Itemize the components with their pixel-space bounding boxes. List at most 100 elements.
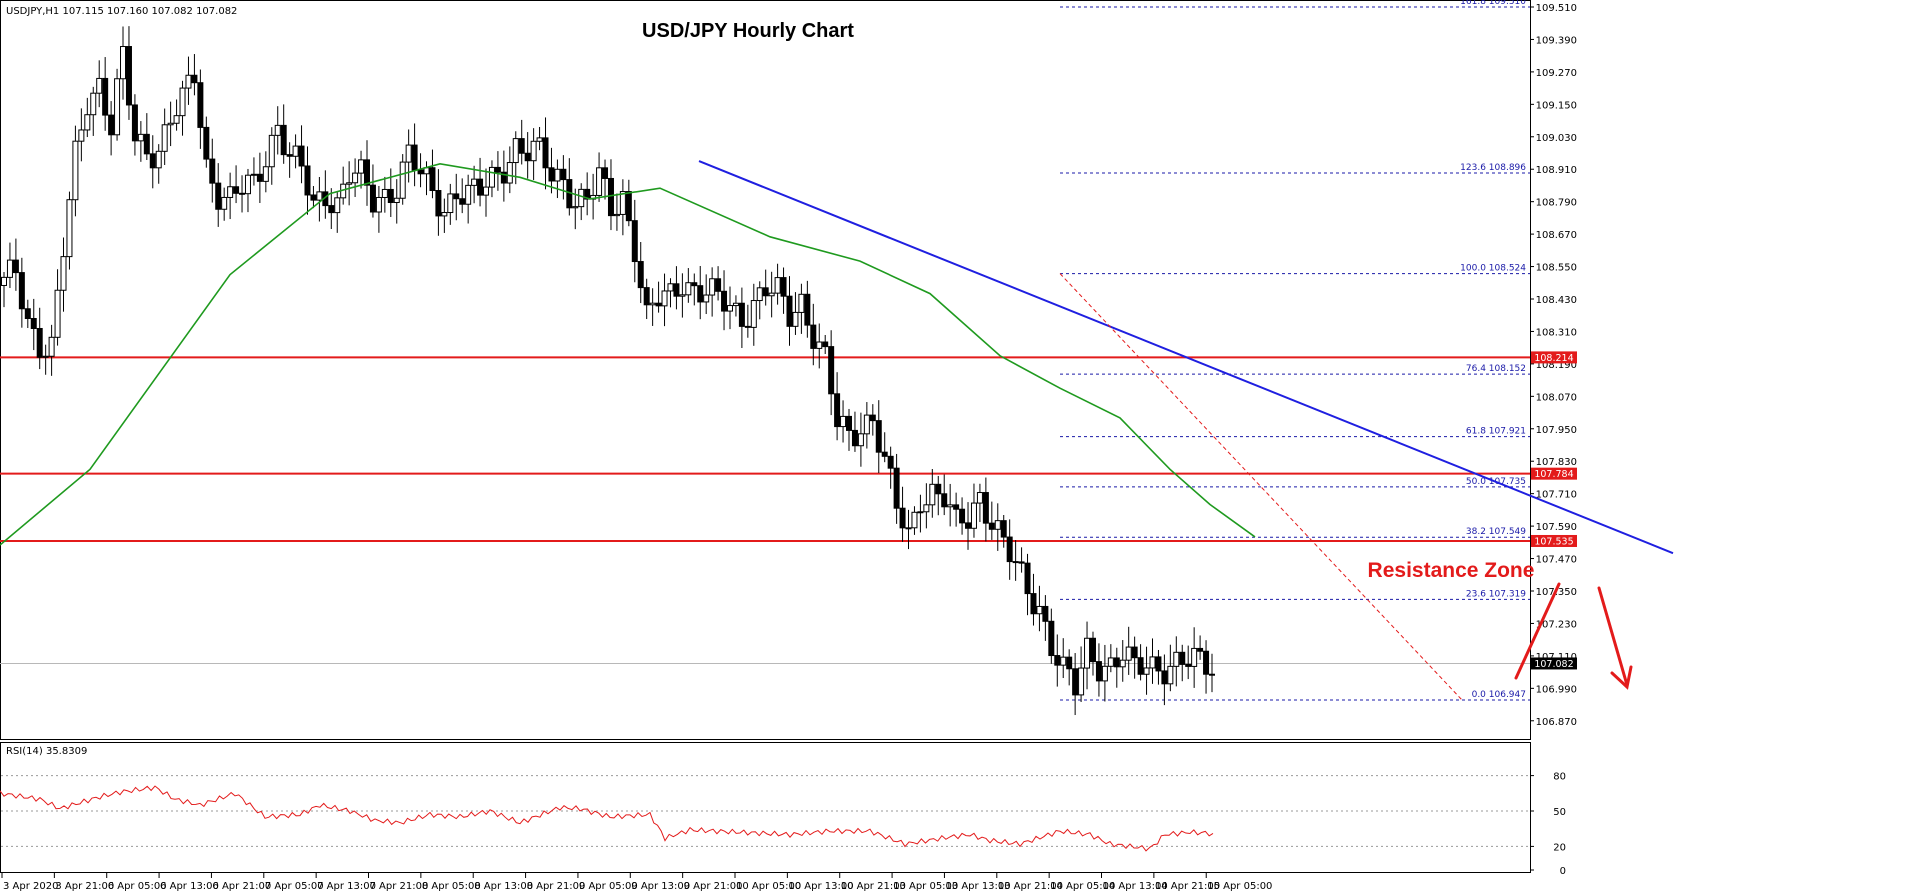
bear-candle	[1006, 536, 1013, 563]
bear-candle	[435, 190, 442, 217]
bull-candle	[268, 134, 275, 168]
bull-candle	[554, 168, 561, 182]
fib-level-label: 76.4 108.152	[1466, 364, 1526, 374]
bear-candle	[744, 325, 751, 328]
drop-arrow-line	[1597, 586, 1629, 687]
bear-candle	[411, 144, 418, 171]
bull-candle	[161, 124, 168, 152]
price-axis-label: 109.150	[1536, 100, 1577, 111]
bull-candle	[1119, 659, 1126, 668]
bear-candle	[24, 308, 31, 320]
price-axis-label: 108.550	[1536, 263, 1577, 274]
bull-candle	[572, 206, 579, 209]
bear-candle	[988, 522, 995, 530]
bull-candle	[1107, 657, 1114, 667]
bear-candle	[887, 455, 894, 469]
bear-candle	[1048, 620, 1055, 657]
resistance-price-tag	[1531, 534, 1577, 547]
bear-candle	[429, 167, 436, 192]
bear-candle	[869, 414, 876, 422]
bull-candle	[947, 504, 954, 508]
bear-candle	[286, 154, 293, 157]
rsi-axis-label: 80	[1553, 772, 1566, 783]
price-axis-label: 107.830	[1536, 457, 1577, 468]
price-axis-label: 109.510	[1536, 3, 1577, 14]
bull-candle	[613, 213, 620, 217]
bear-candle	[959, 508, 966, 524]
bull-candle	[155, 150, 162, 169]
bull-candle	[911, 511, 918, 529]
bull-candle	[120, 46, 127, 80]
bear-candle	[298, 145, 305, 167]
bull-candle	[530, 140, 537, 162]
time-axis-label: 10 Apr 05:00	[736, 881, 801, 892]
bear-candle	[125, 46, 132, 106]
bull-candle	[72, 140, 79, 201]
descending-trendline	[698, 160, 1674, 555]
bull-candle	[483, 186, 490, 196]
bear-candle	[542, 137, 549, 169]
time-axis-label: 9 Apr 05:00	[579, 881, 638, 892]
bull-candle	[923, 504, 930, 513]
bear-candle	[834, 393, 841, 428]
resistance-price-tag	[1531, 351, 1577, 364]
bear-candle	[982, 492, 989, 524]
bear-candle	[1054, 655, 1061, 666]
bull-candle	[137, 133, 144, 142]
bear-candle	[786, 295, 793, 327]
bull-candle	[732, 302, 739, 307]
bull-candle	[905, 527, 912, 530]
bear-candle	[846, 415, 853, 431]
price-axis-label: 109.270	[1536, 68, 1577, 79]
bull-candle	[679, 294, 686, 297]
price-axis-label: 107.710	[1536, 490, 1577, 501]
bear-candle	[697, 285, 704, 303]
bull-candle	[1173, 651, 1180, 667]
bull-candle	[1, 276, 7, 286]
bear-candle	[36, 327, 43, 358]
bull-candle	[78, 129, 85, 142]
bear-candle	[1024, 562, 1031, 595]
bull-candle	[726, 305, 733, 312]
fib-level-label: 123.6 108.896	[1460, 163, 1526, 173]
bear-candle	[203, 126, 210, 160]
resistance-price-tag	[1531, 467, 1577, 480]
bull-candle	[66, 199, 73, 258]
rsi-axis-label: 20	[1553, 842, 1566, 853]
bear-candle	[1131, 646, 1138, 659]
bull-candle	[661, 290, 668, 307]
bear-candle	[310, 194, 317, 201]
bull-candle	[405, 144, 412, 163]
bear-candle	[453, 193, 460, 200]
bull-candle	[750, 300, 757, 328]
rsi-line	[0, 785, 1214, 852]
bull-candle	[1167, 665, 1174, 685]
bull-candle	[173, 115, 180, 124]
bull-candle	[709, 278, 716, 296]
bear-candle	[518, 138, 525, 154]
bear-candle	[899, 507, 906, 529]
bull-candle	[90, 92, 97, 116]
bull-candle	[358, 159, 365, 174]
bear-candle	[941, 493, 948, 508]
bear-candle	[149, 153, 156, 169]
rsi-layer	[0, 775, 1530, 852]
bull-candle	[512, 138, 519, 164]
bull-candle	[1125, 646, 1132, 661]
bull-candle	[185, 74, 192, 89]
time-axis-label: 8 Apr 21:00	[527, 881, 586, 892]
bear-candle	[881, 451, 888, 457]
bear-candle	[18, 272, 25, 310]
bear-candle	[417, 169, 424, 175]
bear-candle	[209, 158, 216, 184]
fib-level-label: 61.8 107.921	[1466, 427, 1526, 437]
bear-candle	[191, 74, 198, 84]
bear-candle	[965, 522, 972, 529]
resistance-zone-label: Resistance Zone	[1368, 559, 1535, 582]
time-axis-label: 15 Apr 05:00	[1207, 881, 1272, 892]
bull-candle	[227, 186, 234, 198]
bear-candle	[387, 188, 394, 204]
time-axis-label: 7 Apr 21:00	[370, 881, 429, 892]
bull-candle	[774, 277, 781, 294]
time-axis-label: 10 Apr 13:00	[788, 881, 853, 892]
